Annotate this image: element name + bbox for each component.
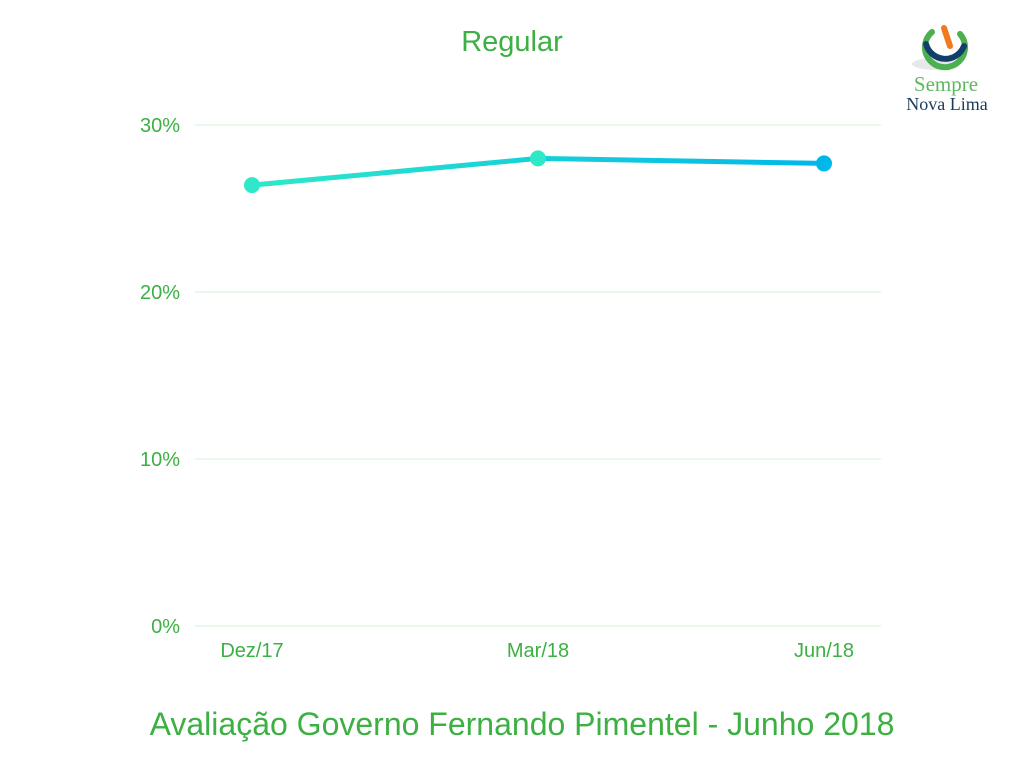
y-tick-label: 0%: [151, 616, 180, 638]
y-tick-label: 10%: [140, 449, 180, 471]
x-tick-label: Mar/18: [507, 640, 569, 662]
logo: Sempre Nova Lima: [896, 20, 1006, 120]
x-tick-label: Jun/18: [794, 640, 854, 662]
data-point: [244, 177, 260, 194]
x-axis-ticks: Dez/17 Mar/18 Jun/18: [220, 640, 854, 662]
data-point: [816, 155, 832, 172]
x-tick-label: Dez/17: [220, 640, 283, 662]
y-tick-label: 30%: [140, 115, 180, 137]
chart-title: Regular: [461, 26, 563, 58]
power-button-logo-icon: [912, 25, 968, 71]
y-tick-label: 20%: [140, 282, 180, 304]
series-layer: [244, 150, 832, 194]
grid-lines: [195, 124, 881, 627]
data-point: [530, 150, 546, 167]
y-axis-ticks: 0% 10% 20% 30%: [140, 115, 180, 638]
logo-text-sempre: Sempre: [913, 72, 979, 96]
footer-caption: Avaliação Governo Fernando Pimentel - Ju…: [149, 706, 895, 742]
logo-text-nova-lima: Nova Lima: [906, 94, 988, 114]
